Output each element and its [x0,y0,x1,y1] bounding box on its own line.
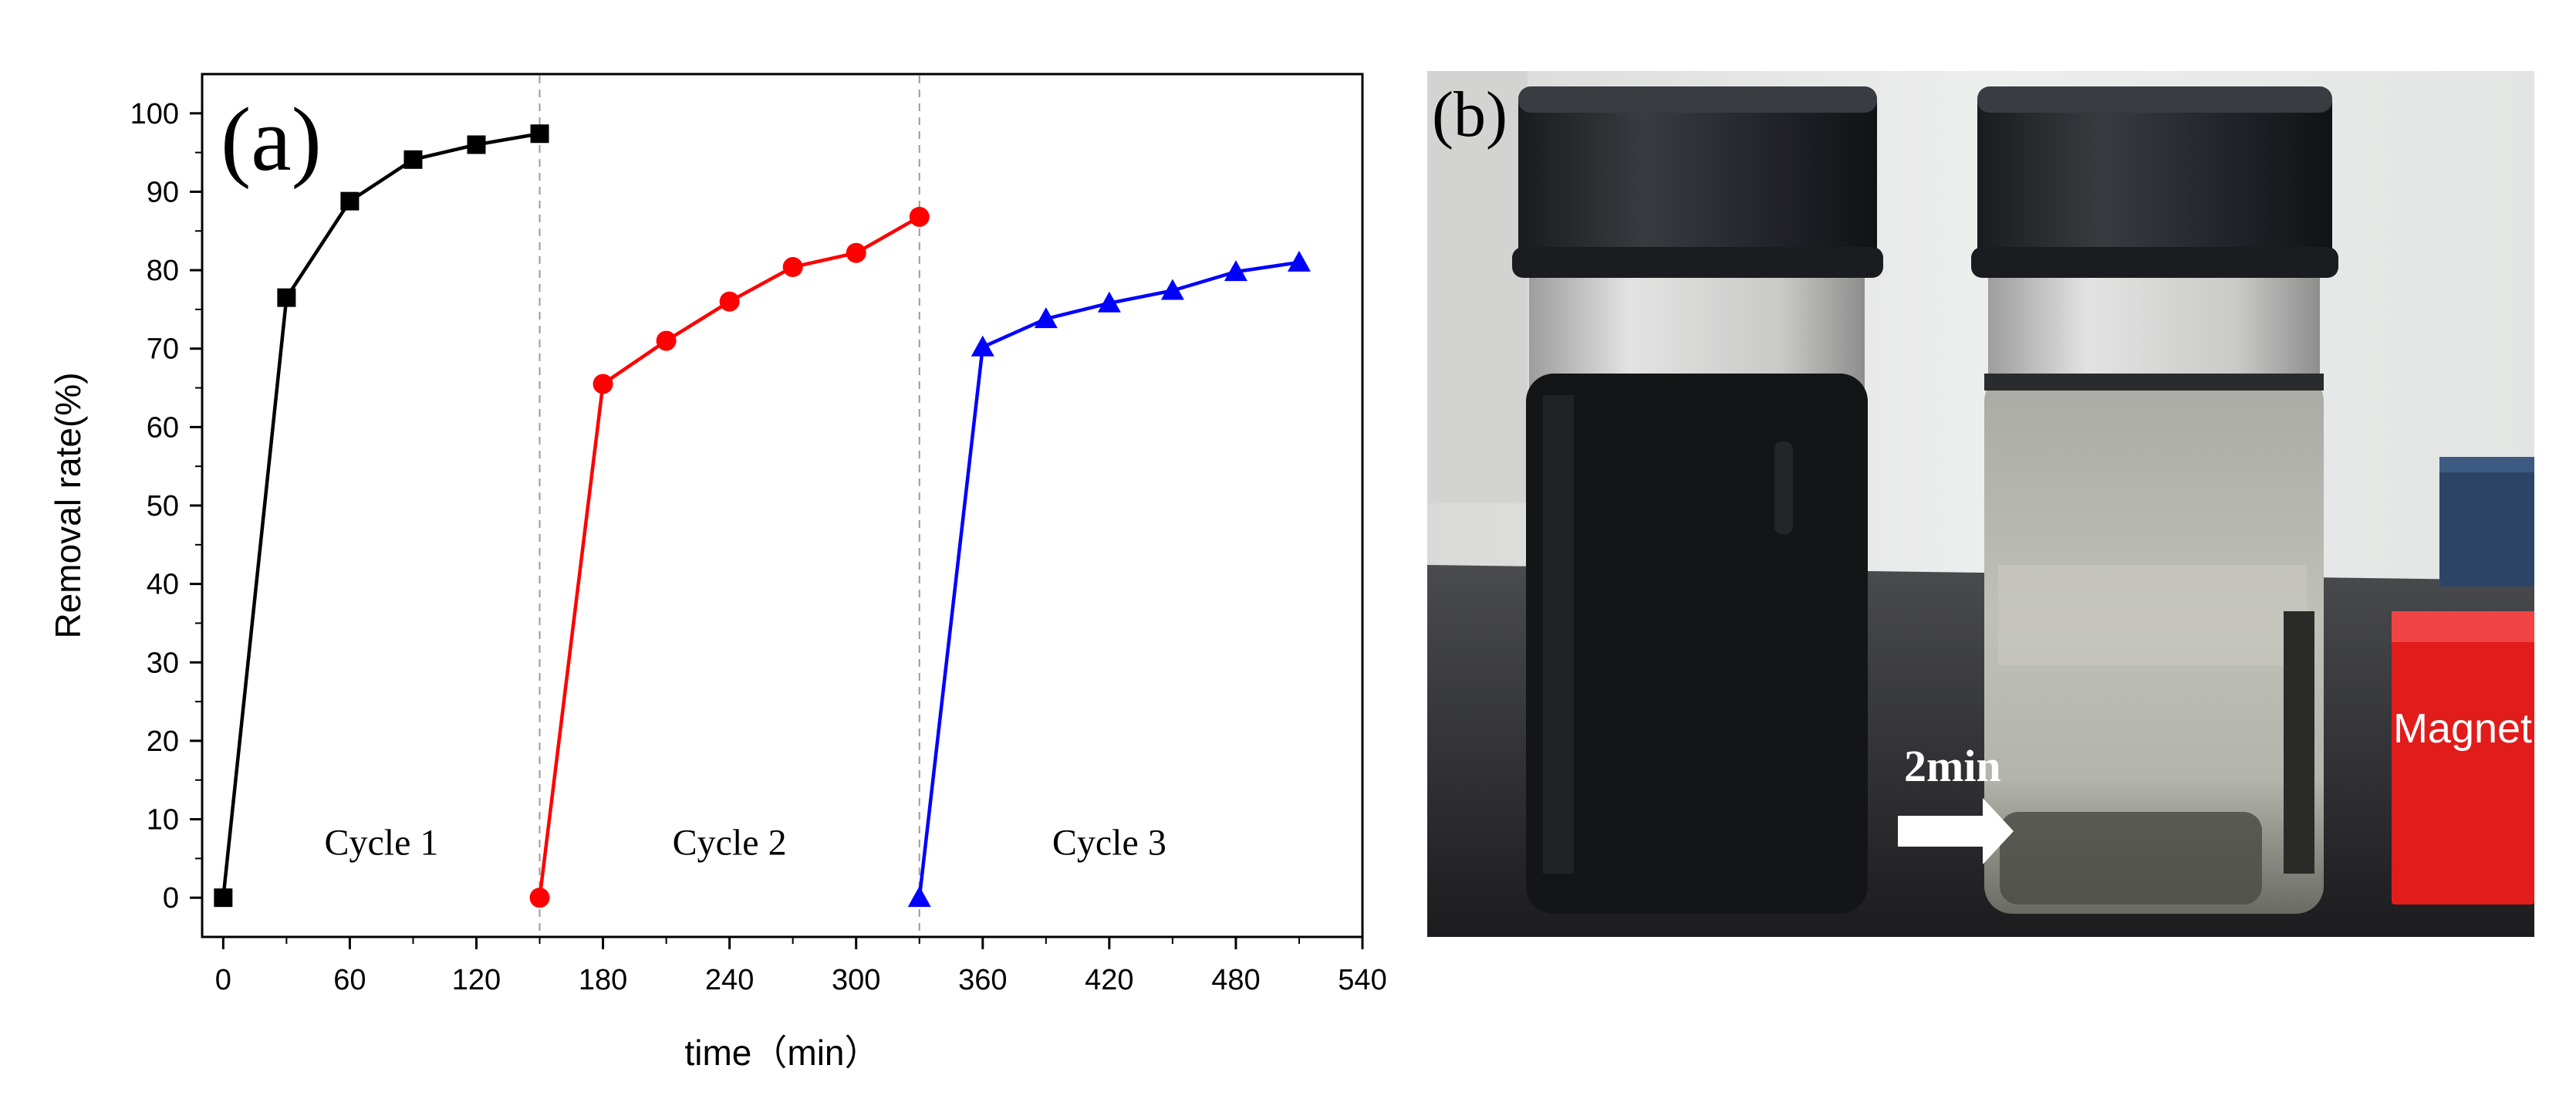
data-point [403,150,423,169]
data-point [1224,260,1247,282]
arrow-label: 2min [1904,741,2001,791]
data-point [214,888,233,908]
x-tick-label: 300 [832,964,880,996]
y-tick-label: 60 [147,411,179,444]
series-line-2 [538,215,920,898]
data-point [1287,250,1311,272]
data-point [909,206,930,227]
series-line-1 [221,132,540,898]
data-point [1160,279,1184,300]
data-point [719,291,740,312]
data-point [907,886,931,908]
y-tick-label: 100 [130,98,179,130]
x-tick-label: 60 [333,964,366,996]
y-tick-label: 20 [147,725,179,758]
wall-panel [1427,71,1528,503]
y-tick-label: 90 [147,176,179,208]
y-tick-label: 0 [163,882,179,915]
x-tick-label: 540 [1338,964,1386,996]
data-point [656,330,677,351]
data-point [593,374,613,394]
y-tick-label: 10 [147,804,179,837]
x-axis-title: time（min） [684,1033,879,1073]
x-tick-label: 0 [215,964,231,996]
magnet [2392,457,2534,905]
y-tick-label: 40 [147,569,179,601]
magnet-label: Magnet [2393,705,2532,752]
y-tick-label: 70 [147,333,179,366]
vial-dispersed [1512,86,1883,914]
data-point [340,191,360,211]
x-tick-label: 360 [958,964,1007,996]
x-tick-label: 420 [1085,964,1133,996]
cycle-annotation: Cycle 2 [673,822,787,863]
plot-frame [201,73,1364,938]
data-point [467,135,486,154]
x-tick-label: 180 [579,964,627,996]
data-point [1034,307,1058,329]
series-line-3 [917,260,1300,898]
y-axis-title: Removal rate(%) [48,372,88,638]
panel-label-b: (b) [1432,79,1507,150]
data-point [1097,291,1121,313]
y-tick-label: 30 [147,647,179,679]
cycle-annotation: Cycle 1 [324,822,438,863]
panel-label-a: (a) [221,89,322,190]
data-point [277,288,296,307]
data-point [530,124,549,144]
y-tick-label: 50 [147,490,179,522]
vial-separated [1971,86,2338,914]
data-point [846,242,866,263]
data-point [782,257,803,278]
x-tick-label: 240 [705,964,754,996]
data-point [529,888,550,908]
x-tick-label: 120 [452,964,501,996]
chart-panel-a: 0 60 120 180 240 300 360 420 480 540 0 10 20 30 40 50 60… [48,73,1387,1073]
x-tick-label: 480 [1211,964,1260,996]
data-point [971,335,994,357]
y-tick-label: 80 [147,255,179,287]
photo-panel-b: (b) 2min Magnet [1427,71,2534,937]
cycle-annotation: Cycle 3 [1052,822,1166,863]
arrow-icon [1898,798,2014,864]
